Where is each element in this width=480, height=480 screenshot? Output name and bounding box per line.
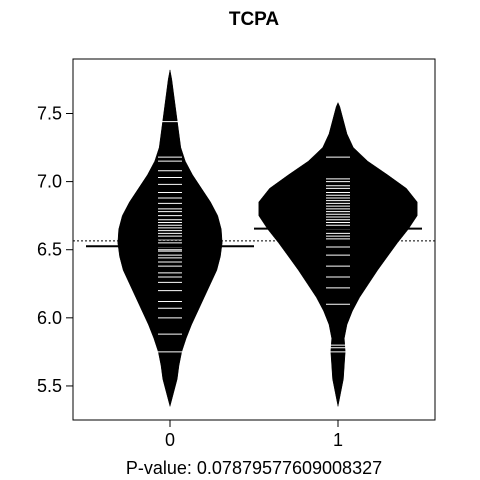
chart-title: TCPA [229, 9, 280, 30]
y-axis: 5.5 6.0 6.5 7.0 7.5 [37, 103, 73, 396]
x-tick-label: 0 [165, 430, 175, 450]
y-tick-label: 5.5 [37, 376, 62, 396]
y-tick-label: 7.5 [37, 103, 62, 123]
bean-density-1 [258, 101, 418, 407]
bean-density-0 [117, 69, 223, 408]
y-tick-label: 6.0 [37, 308, 62, 328]
beans-layer [86, 69, 422, 408]
x-tick-label: 1 [333, 430, 343, 450]
bean-group-1 [254, 101, 422, 407]
y-tick-label: 7.0 [37, 172, 62, 192]
y-tick-label: 6.5 [37, 240, 62, 260]
bean-group-0 [86, 69, 254, 408]
plot-frame [72, 58, 436, 421]
x-axis-label: P-value: 0.07879577609008327 [126, 458, 382, 478]
